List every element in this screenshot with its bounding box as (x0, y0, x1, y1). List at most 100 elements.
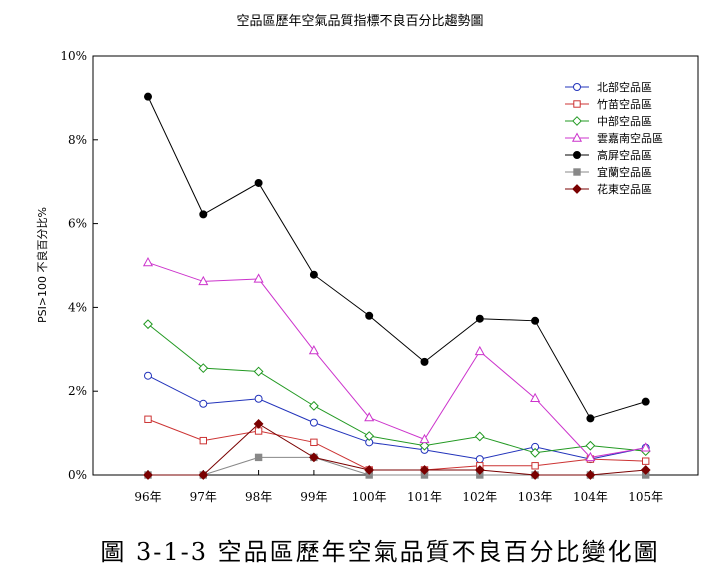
legend-item: 中部空品區 (565, 114, 652, 128)
data-point (365, 311, 374, 320)
data-point (531, 316, 540, 325)
data-point (308, 452, 319, 463)
x-tick-label: 101年 (407, 490, 442, 504)
data-point (253, 366, 264, 377)
data-point (419, 440, 430, 451)
data-point (585, 440, 596, 451)
x-axis: 96年 97年 98年 99年 100年 101年 102年 103年 104年 105年 (134, 470, 663, 504)
data-point (143, 319, 153, 330)
legend-item: 宜蘭空品區 (565, 165, 652, 179)
series-line (147, 375, 646, 460)
data-point (198, 470, 209, 480)
legend-label: 竹苗空品區 (597, 97, 652, 111)
data-point (310, 438, 318, 447)
series-7 (143, 418, 651, 480)
data-point (364, 412, 375, 422)
y-tick-label: 2% (68, 384, 87, 398)
y-tick-label: 6% (68, 217, 87, 231)
y-tick-label: 0% (68, 468, 87, 482)
data-point (585, 470, 596, 480)
data-point (530, 470, 541, 480)
series-line (147, 418, 646, 471)
x-tick-label: 102年 (462, 490, 497, 504)
y-tick-label: 8% (68, 133, 87, 147)
x-tick-label: 96年 (134, 490, 161, 504)
data-point (419, 433, 430, 444)
legend-marker (573, 168, 581, 176)
data-point (309, 418, 318, 427)
data-point (530, 392, 541, 403)
series-line (147, 262, 646, 458)
legend-item: 竹苗空品區 (565, 97, 652, 111)
data-point (475, 314, 484, 323)
chart-title: 空品區歷年空氣品質指標不良百分比趨勢圖 (236, 14, 484, 29)
data-point (254, 178, 263, 187)
data-point (640, 442, 651, 452)
legend-label: 宜蘭空品區 (597, 165, 652, 179)
data-point (642, 457, 650, 465)
data-point (308, 400, 319, 411)
data-point (585, 451, 596, 462)
data-point (144, 92, 152, 101)
legend-marker (573, 100, 581, 108)
legend-item: 花東空品區 (565, 182, 652, 196)
legend-label: 中部空品區 (597, 114, 652, 128)
data-point (144, 371, 152, 380)
x-tick-label: 105年 (628, 490, 663, 504)
data-point (144, 415, 152, 423)
data-point (474, 345, 485, 356)
data-point (198, 275, 209, 286)
legend-label: 花東空品區 (597, 182, 652, 196)
series-3 (143, 319, 651, 458)
legend-label: 高屏空品區 (597, 148, 652, 162)
data-point (142, 257, 154, 267)
data-point (253, 418, 264, 429)
x-tick-label: 100年 (352, 490, 387, 504)
series-line (148, 423, 646, 476)
legend-marker (572, 116, 582, 126)
legend-marker (573, 83, 581, 91)
data-point (199, 436, 208, 445)
data-point (586, 414, 595, 423)
series-4 (142, 257, 651, 462)
series-1 (144, 371, 650, 464)
data-point (530, 447, 541, 458)
data-point (531, 462, 539, 470)
legend-marker (571, 132, 583, 142)
y-tick-label: 10% (60, 49, 87, 63)
data-point (199, 399, 208, 408)
legend-item: 雲嘉南空品區 (565, 131, 663, 145)
data-point (474, 465, 485, 475)
x-tick-label: 103年 (518, 490, 553, 504)
data-point (309, 270, 318, 279)
line-chart: 0% 2% 4% 6% 8% 10% 96年 97年 98年 99年 100年 101年 102年 10… (35, 49, 699, 504)
series-2 (144, 415, 650, 474)
series-line (147, 96, 646, 420)
figure-caption: 圖 3-1-3 空品區歷年空氣品質不良百分比變化圖 (100, 538, 660, 566)
data-point (253, 273, 264, 283)
data-point (641, 397, 650, 406)
series-line (148, 456, 646, 476)
legend-marker (573, 151, 581, 159)
data-point (254, 453, 263, 462)
data-point (474, 431, 485, 442)
data-point (475, 455, 484, 464)
x-tick-label: 104年 (573, 490, 608, 504)
legend-label: 北部空品區 (597, 80, 652, 94)
x-tick-label: 97年 (190, 490, 217, 504)
series-line (147, 323, 646, 454)
series-5 (144, 92, 650, 423)
y-tick-label: 4% (68, 300, 87, 314)
data-point (308, 345, 319, 355)
data-point (364, 465, 375, 475)
data-point (143, 470, 153, 480)
legend-item: 北部空品區 (565, 80, 652, 94)
data-point (198, 363, 209, 374)
y-axis-label: PSI>100 不良百分比% (35, 207, 49, 323)
data-point (640, 465, 651, 475)
data-point (419, 465, 430, 475)
x-tick-label: 99年 (300, 490, 327, 504)
data-point (254, 394, 263, 403)
legend-item: 高屏空品區 (565, 148, 652, 162)
